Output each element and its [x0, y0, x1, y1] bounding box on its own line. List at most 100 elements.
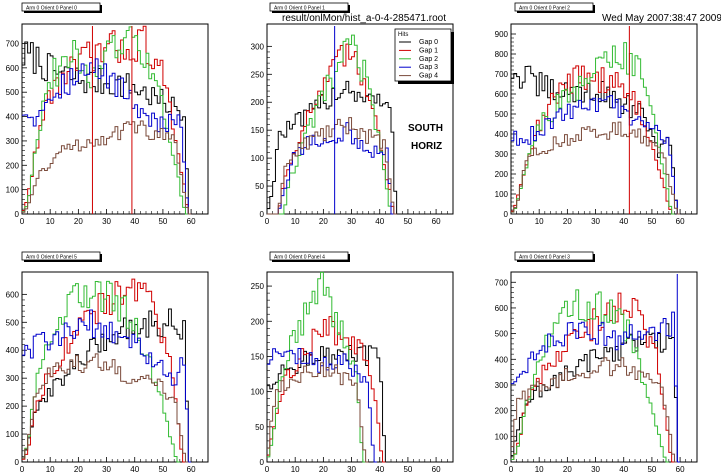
- x-tick-label: 20: [319, 217, 328, 226]
- y-tick-label: 200: [6, 161, 20, 170]
- y-tick-label: 0: [260, 458, 265, 467]
- panel-title-box: [514, 2, 594, 12]
- y-tick-label: 600: [495, 304, 509, 313]
- y-tick-label: 300: [495, 150, 509, 159]
- y-tick-label: 50: [255, 423, 264, 432]
- y-tick-label: 800: [495, 50, 509, 59]
- plot-frame: [510, 23, 698, 215]
- y-tick-label: 100: [495, 190, 509, 199]
- panel-4: Arm 0 Orient 0 Panel 4 0 50 100 150 200 250 0 10…: [251, 251, 454, 474]
- y-tick-label: 400: [6, 113, 20, 122]
- panel-title: Arm 0 Orient 0 Panel 0: [26, 5, 77, 11]
- x-tick-label: 50: [158, 465, 167, 474]
- x-tick-label: 20: [74, 217, 83, 226]
- x-tick-label: 30: [347, 465, 356, 474]
- y-tick-label: 400: [495, 130, 509, 139]
- legend-entry: Gap 4: [419, 73, 438, 80]
- series-gap-0: [267, 80, 400, 215]
- series-gap-2: [267, 271, 366, 463]
- panel-title-box: [21, 251, 101, 261]
- y-tick-label: 100: [251, 388, 265, 397]
- y-tick-label: 500: [495, 330, 509, 339]
- y-tick-label: 0: [504, 210, 509, 219]
- y-tick-label: 100: [495, 432, 509, 441]
- panel-title: Arm 0 Orient 0 Panel 1: [274, 5, 325, 11]
- y-tick-label: 0: [260, 210, 265, 219]
- x-tick-label: 50: [647, 465, 656, 474]
- x-tick-label: 50: [403, 465, 412, 474]
- x-tick-label: 10: [46, 465, 55, 474]
- panel-title-box: [269, 251, 349, 261]
- plot-frame: [266, 271, 454, 463]
- panel-3: Arm 0 Orient 0 Panel 5010020030040050060…: [6, 251, 209, 474]
- x-tick-label: 60: [187, 465, 196, 474]
- file-path-label: result/onlMon/hist_a-0-4-285471.root: [282, 13, 446, 24]
- y-tick-label: 900: [495, 30, 509, 39]
- panel-title: Arm 0 Orient 0 Panel 5: [26, 254, 77, 260]
- y-tick-label: 200: [495, 407, 509, 416]
- series-gap-4: [22, 120, 192, 215]
- x-tick-label: 20: [563, 465, 572, 474]
- series-gap-3: [22, 309, 192, 463]
- y-tick-label: 300: [6, 137, 20, 146]
- x-tick-label: 30: [591, 465, 600, 474]
- plot-frame: [510, 271, 698, 463]
- y-tick-label: 150: [251, 352, 265, 361]
- series-gap-2: [511, 42, 675, 215]
- x-tick-label: 40: [619, 217, 628, 226]
- y-tick-label: 500: [495, 110, 509, 119]
- series-gap-2: [22, 26, 189, 215]
- x-tick-label: 40: [130, 465, 139, 474]
- series-gap-3: [511, 95, 681, 215]
- panel-title: Arm 0 Orient 0 Panel 4: [274, 254, 325, 260]
- series-gap-4: [511, 357, 678, 463]
- side-label-horiz: HORIZ: [411, 141, 443, 152]
- y-tick-label: 0: [15, 210, 20, 219]
- y-tick-label: 700: [6, 39, 20, 48]
- series-gap-2: [267, 34, 394, 215]
- y-tick-label: 600: [6, 64, 20, 73]
- x-tick-label: 20: [319, 465, 328, 474]
- panel-0: Arm 0 Orient 0 Panel 0010020030040050060…: [6, 2, 209, 226]
- series-gap-0: [267, 344, 389, 463]
- y-tick-label: 300: [495, 381, 509, 390]
- y-tick-label: 500: [6, 318, 20, 327]
- panel-2: Arm 0 Orient 0 Panel 2010020030040050060…: [495, 2, 698, 226]
- legend-box: [394, 28, 452, 82]
- series-gap-1: [267, 316, 386, 463]
- x-tick-label: 0: [509, 465, 514, 474]
- series-gap-3: [267, 347, 377, 463]
- x-tick-label: 30: [102, 465, 111, 474]
- x-tick-label: 0: [265, 465, 270, 474]
- series-gap-0: [22, 308, 192, 463]
- x-tick-label: 40: [619, 465, 628, 474]
- y-tick-label: 250: [251, 282, 265, 291]
- timestamp-label: Wed May 2007:38:47 2009: [602, 13, 721, 24]
- series-gap-1: [511, 292, 675, 463]
- series-gap-1: [511, 65, 675, 215]
- x-tick-label: 30: [102, 217, 111, 226]
- x-tick-label: 10: [535, 217, 544, 226]
- x-tick-label: 60: [432, 217, 441, 226]
- y-tick-label: 200: [495, 170, 509, 179]
- x-tick-label: 40: [375, 217, 384, 226]
- y-tick-label: 600: [6, 290, 20, 299]
- x-tick-label: 20: [563, 217, 572, 226]
- x-tick-label: 0: [20, 465, 25, 474]
- y-tick-label: 400: [495, 355, 509, 364]
- y-tick-label: 200: [251, 98, 265, 107]
- x-tick-label: 60: [676, 217, 685, 226]
- y-tick-label: 0: [15, 458, 20, 467]
- series-gap-4: [267, 362, 369, 463]
- x-tick-label: 50: [158, 217, 167, 226]
- y-tick-label: 600: [495, 90, 509, 99]
- panel-title: Arm 0 Orient 0 Panel 3: [519, 254, 570, 260]
- series-gap-0: [511, 323, 681, 463]
- x-tick-label: 0: [20, 217, 25, 226]
- y-tick-label: 250: [251, 70, 265, 79]
- series-gap-3: [511, 311, 681, 463]
- x-tick-label: 10: [535, 465, 544, 474]
- x-tick-label: 10: [46, 217, 55, 226]
